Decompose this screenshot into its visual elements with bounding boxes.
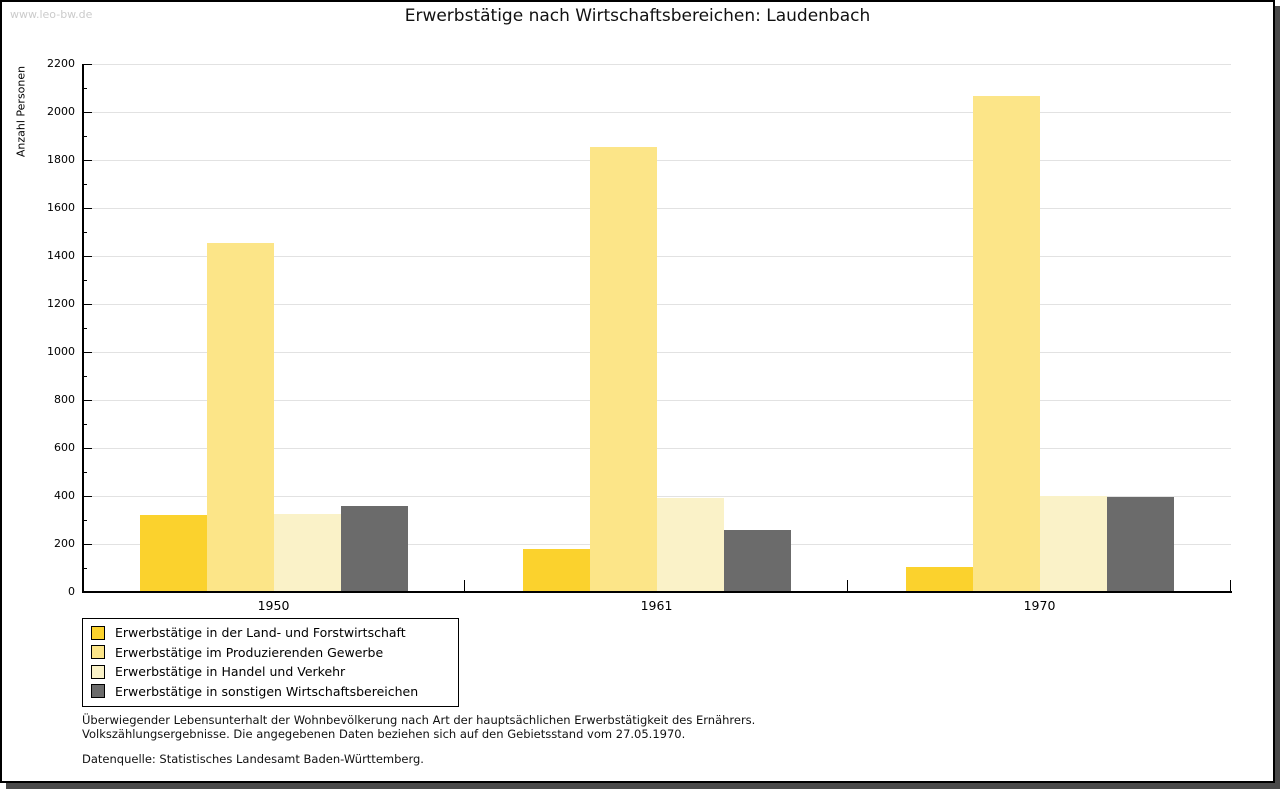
y-tick-1700	[82, 184, 87, 185]
bar-1970-series-1	[905, 566, 973, 592]
y-tick-label-200: 200	[54, 537, 75, 550]
y-tick-100	[82, 568, 87, 569]
y-tick-label-1600: 1600	[47, 201, 75, 214]
gridline-1800	[82, 160, 1231, 161]
y-tick-1500	[82, 232, 87, 233]
x-tick-1	[464, 580, 465, 592]
y-tick-1200	[82, 304, 92, 305]
bar-1950-series-4	[340, 505, 408, 592]
y-tick-1400	[82, 256, 92, 257]
y-tick-label-600: 600	[54, 441, 75, 454]
y-tick-1100	[82, 328, 87, 329]
x-axis-line	[82, 591, 1232, 593]
legend-swatch-3	[91, 664, 105, 679]
legend: Erwerbstätige in der Land- und Forstwirt…	[82, 618, 459, 707]
y-tick-1600	[82, 208, 92, 209]
y-tick-label-1800: 1800	[47, 153, 75, 166]
gridline-2000	[82, 112, 1231, 113]
bar-1970-series-2	[972, 96, 1040, 592]
y-tick-1900	[82, 136, 87, 137]
legend-swatch-1	[91, 625, 105, 640]
x-category-label-1961: 1961	[640, 598, 673, 613]
legend-swatch-2	[91, 645, 105, 660]
bar-1961-series-4	[723, 529, 791, 592]
bar-1950-series-3	[273, 514, 341, 592]
y-tick-2000	[82, 112, 92, 113]
bar-1961-series-1	[522, 548, 590, 592]
bar-1950-series-1	[139, 515, 207, 592]
plot-area: 0 200 400 600 800 1000 1200 1400 1600 1800 2000 220…	[2, 2, 1273, 781]
source-note: Datenquelle: Statistisches Landesamt Bad…	[82, 752, 424, 766]
chart-title: Erwerbstätige nach Wirtschaftsbereichen:…	[404, 6, 871, 26]
y-tick-600	[82, 448, 92, 449]
y-tick-1000	[82, 352, 92, 353]
x-tick-2	[847, 580, 848, 592]
legend-item-1: Erwerbstätige in der Land- und Forstwirt…	[91, 623, 458, 643]
legend-swatch-4	[91, 684, 105, 699]
y-tick-1800	[82, 160, 92, 161]
y-tick-label-800: 800	[54, 393, 75, 406]
y-tick-2100	[82, 88, 87, 89]
footnote-line-1: Überwiegender Lebensunterhalt der Wohnbe…	[82, 713, 756, 727]
gridline-1400	[82, 256, 1231, 257]
bar-1950-series-2	[206, 242, 274, 592]
legend-label-3: Erwerbstätige in Handel und Verkehr	[115, 664, 346, 680]
x-category-label-1970: 1970	[1023, 598, 1056, 613]
y-tick-900	[82, 376, 87, 377]
gridline-2200	[82, 64, 1231, 65]
gridline-600	[82, 448, 1231, 449]
y-tick-1300	[82, 280, 87, 281]
y-tick-800	[82, 400, 92, 401]
bar-1961-series-3	[656, 498, 724, 592]
footnote-line-2: Volkszählungsergebnisse. Die angegebenen…	[82, 727, 686, 741]
y-tick-2200	[82, 64, 92, 65]
legend-item-2: Erwerbstätige im Produzierenden Gewerbe	[91, 643, 458, 663]
legend-label-1: Erwerbstätige in der Land- und Forstwirt…	[115, 625, 406, 641]
legend-item-3: Erwerbstätige in Handel und Verkehr	[91, 662, 458, 682]
bar-1961-series-2	[589, 146, 657, 592]
y-tick-label-1000: 1000	[47, 345, 75, 358]
x-tick-3	[1230, 580, 1231, 592]
legend-item-4: Erwerbstätige in sonstigen Wirtschaftsbe…	[91, 682, 458, 702]
gridline-400	[82, 496, 1231, 497]
y-tick-400	[82, 496, 92, 497]
y-tick-label-1200: 1200	[47, 297, 75, 310]
legend-label-4: Erwerbstätige in sonstigen Wirtschaftsbe…	[115, 683, 419, 699]
gridline-1600	[82, 208, 1231, 209]
y-tick-label-2200: 2200	[47, 57, 75, 70]
bar-1970-series-3	[1039, 496, 1107, 592]
watermark-link[interactable]: www.leo-bw.de	[10, 8, 93, 21]
y-tick-label-400: 400	[54, 489, 75, 502]
gridline-1000	[82, 352, 1231, 353]
y-tick-200	[82, 544, 92, 545]
gridline-800	[82, 400, 1231, 401]
y-axis-line	[82, 64, 84, 592]
y-tick-700	[82, 424, 87, 425]
x-category-label-1950: 1950	[257, 598, 290, 613]
legend-label-2: Erwerbstätige im Produzierenden Gewerbe	[115, 644, 384, 660]
y-tick-label-2000: 2000	[47, 105, 75, 118]
bar-1970-series-4	[1106, 497, 1174, 592]
y-tick-label-0: 0	[68, 585, 75, 598]
gridline-1200	[82, 304, 1231, 305]
y-tick-500	[82, 472, 87, 473]
y-tick-300	[82, 520, 87, 521]
y-tick-label-1400: 1400	[47, 249, 75, 262]
